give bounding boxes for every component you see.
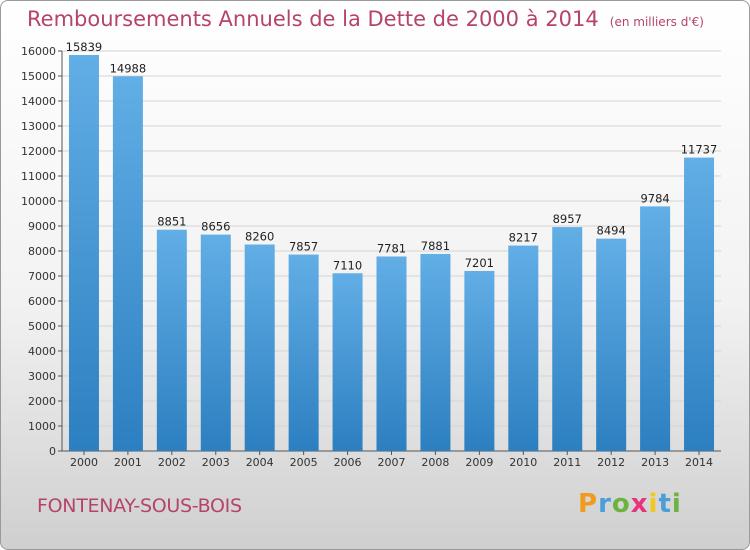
y-tick-label: 0 (49, 445, 56, 458)
x-tick-label: 2009 (465, 456, 493, 469)
y-axis-ticks: 0 1000 2000 3000 4000 5000 6000 7000 8000 9000 100… (21, 45, 62, 458)
logo-letter: P (578, 489, 599, 519)
bar-value-label: 7881 (421, 239, 450, 253)
bar-value-label: 11737 (681, 143, 718, 157)
y-tick-label: 16000 (21, 45, 56, 58)
logo-letter: t (658, 489, 672, 519)
bar (464, 270, 495, 451)
x-tick-label: 2012 (597, 456, 625, 469)
bar-value-label: 7110 (333, 258, 362, 272)
bar-value-label: 15839 (66, 40, 103, 54)
x-tick-label: 2005 (290, 456, 318, 469)
y-tick-label: 15000 (21, 70, 56, 83)
bar-value-label: 8494 (597, 224, 626, 238)
bar (420, 253, 451, 451)
bar-value-label: 7781 (377, 241, 406, 255)
bar (596, 238, 627, 451)
x-axis-ticks: 2000 2001 2002 2003 2004 2005 2006 2007 2008 2009… (70, 451, 713, 469)
y-tick-label: 1000 (28, 420, 56, 433)
y-tick-label: 2000 (28, 395, 56, 408)
y-tick-label: 12000 (21, 145, 56, 158)
logo-letter: r (598, 489, 612, 519)
y-tick-label: 14000 (21, 95, 56, 108)
x-tick-label: 2008 (421, 456, 449, 469)
bars: 15839 14988 8851 8656 8260 7857 7110 7781 7881 72… (66, 40, 718, 452)
bar-value-label: 9784 (640, 191, 669, 205)
y-tick-label: 4000 (28, 345, 56, 358)
y-tick-label: 5000 (28, 320, 56, 333)
x-tick-label: 2003 (202, 456, 230, 469)
x-tick-label: 2013 (641, 456, 669, 469)
x-tick-label: 2002 (158, 456, 186, 469)
logo-letter: x (630, 489, 649, 519)
y-tick-label: 9000 (28, 220, 56, 233)
x-tick-label: 2006 (334, 456, 362, 469)
y-tick-label: 6000 (28, 295, 56, 308)
y-tick-label: 13000 (21, 120, 56, 133)
x-tick-label: 2014 (685, 456, 713, 469)
bar-value-label: 8260 (245, 230, 274, 244)
commune-name: FONTENAY-SOUS-BOIS (37, 495, 242, 517)
y-tick-label: 11000 (21, 170, 56, 183)
bar-value-label: 14988 (110, 61, 147, 75)
bar-value-label: 7857 (289, 240, 318, 254)
bar (112, 76, 143, 452)
bar (156, 229, 187, 451)
bar (244, 244, 275, 451)
bar-value-label: 8957 (553, 212, 582, 226)
chart-title: Remboursements Annuels de la Dette de 20… (27, 7, 704, 31)
bar (288, 254, 319, 451)
y-tick-label: 3000 (28, 370, 56, 383)
bar (684, 157, 715, 451)
bar-value-label: 8851 (157, 215, 186, 229)
title-unit: (en milliers d'€) (609, 15, 704, 29)
bar (508, 245, 539, 451)
x-tick-label: 2001 (114, 456, 142, 469)
x-tick-label: 2004 (246, 456, 274, 469)
y-tick-label: 7000 (28, 270, 56, 283)
bar (200, 234, 231, 451)
logo-letter: o (611, 489, 631, 519)
y-tick-label: 10000 (21, 195, 56, 208)
bar (68, 55, 99, 452)
bar (640, 206, 671, 451)
x-tick-label: 2011 (553, 456, 581, 469)
logo-letter: i (648, 489, 659, 519)
logo-letter: i (671, 489, 682, 519)
bar (552, 227, 583, 451)
y-tick-label: 8000 (28, 245, 56, 258)
proxiti-logo: Proxiti (578, 489, 682, 519)
bar (332, 273, 363, 451)
bar (376, 256, 407, 451)
title-text: Remboursements Annuels de la Dette de 20… (27, 7, 599, 31)
bar-value-label: 8656 (201, 220, 230, 234)
x-tick-label: 2007 (378, 456, 406, 469)
x-tick-label: 2010 (509, 456, 537, 469)
x-tick-label: 2000 (70, 456, 98, 469)
bar-value-label: 8217 (509, 231, 538, 245)
bar-value-label: 7201 (465, 256, 494, 270)
